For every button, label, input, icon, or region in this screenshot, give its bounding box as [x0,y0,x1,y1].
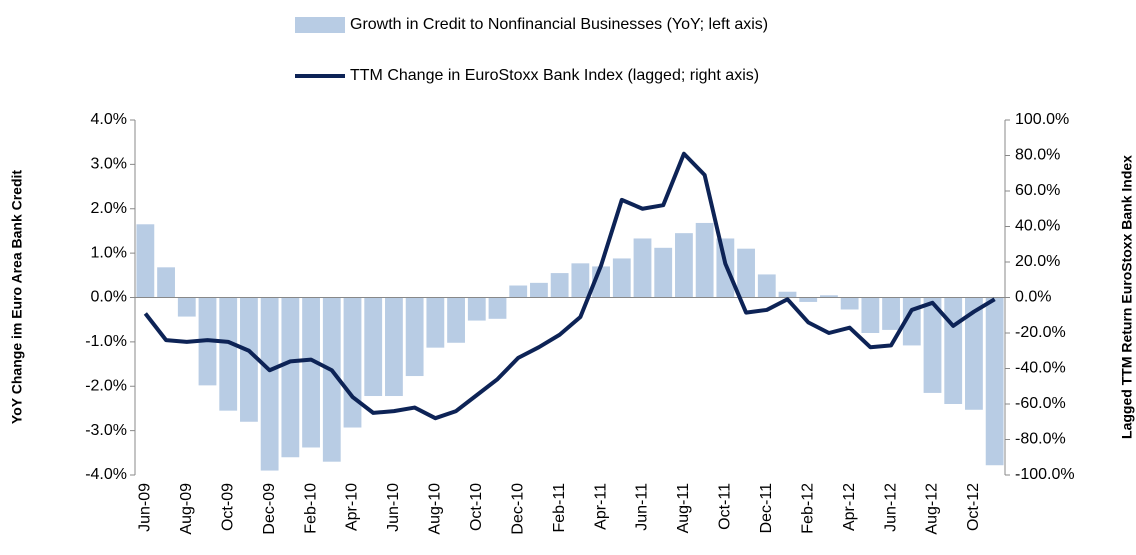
bar [861,297,880,333]
y-tick-label: 0.0% [91,289,127,306]
x-tick-label: Jun-09 [137,483,154,532]
y-tick-label: -3.0% [85,422,127,439]
bar [177,297,196,317]
y-tick-label: 4.0% [91,111,127,128]
bar [240,297,258,422]
line [143,151,996,421]
x-tick-label: Aug-09 [178,483,195,535]
y2-tick-label: -20.0% [1015,324,1066,341]
x-tick-label: Dec-11 [758,483,775,533]
bar [550,273,569,298]
bar [509,285,528,298]
bar [695,222,714,298]
bar [820,295,838,298]
x-tick-label: Feb-10 [302,483,319,534]
bar [944,297,963,404]
x-tick-label: Dec-10 [509,483,526,535]
x-tick-label: Apr-10 [344,483,361,531]
legend-swatch [295,17,345,33]
bar [840,297,859,310]
bar [467,297,486,321]
x-tick-label: Oct-11 [717,483,734,530]
bar [260,297,279,471]
bar [923,297,942,393]
y-axis-title: YoY Change im Euro Area Bank Credit [9,170,25,424]
bar [364,297,383,397]
bar [612,258,631,298]
y2-tick-label: 40.0% [1015,218,1060,235]
y2-tick-label: 0.0% [1015,289,1051,306]
x-tick-label: Feb-11 [551,483,568,533]
bar [737,248,755,298]
bar [654,247,673,298]
y2-tick-label: 60.0% [1015,182,1060,199]
bar [343,297,362,428]
legend-label: Growth in Credit to Nonfinancial Busines… [350,16,768,33]
x-tick-label: Oct-09 [219,483,236,531]
bar [882,297,900,330]
bar [281,297,300,458]
bar [633,238,652,298]
y2-tick-label: 100.0% [1015,111,1069,128]
bar [757,274,776,298]
y-tick-label: 1.0% [91,244,127,261]
x-tick-label: Oct-10 [468,483,485,531]
bar [405,297,424,377]
bar [799,297,818,302]
bar [778,291,797,298]
bar [675,233,693,298]
bar [219,297,238,411]
y-tick-label: -2.0% [85,377,127,394]
x-tick-label: Jun-12 [882,483,899,532]
bar [965,297,983,410]
x-tick-label: Jun-11 [634,483,651,531]
bar [530,282,548,298]
bar [302,297,320,448]
x-tick-label: Aug-12 [924,483,941,535]
x-tick-label: Apr-11 [592,483,609,530]
y2-tick-label: -40.0% [1015,360,1066,377]
bar [426,297,445,348]
x-tick-label: Dec-09 [261,483,278,535]
bar [447,297,465,343]
bar [136,224,155,298]
x-tick-label: Aug-11 [675,483,692,534]
y-tick-label: 2.0% [91,200,127,217]
x-tick-label: Apr-12 [841,483,858,531]
x-tick-label: Jun-10 [385,483,402,532]
y2-axis-title: Lagged TTM Return EuroStoxx Bank Index [1119,155,1135,439]
bar [385,297,403,397]
x-tick-label: Oct-12 [965,483,982,531]
bar [322,297,341,462]
legend-label: TTM Change in EuroStoxx Bank Index (lagg… [350,67,759,84]
y2-tick-label: -80.0% [1015,431,1066,448]
x-tick-label: Aug-10 [427,483,444,535]
bar [985,297,1004,466]
bar [157,267,175,298]
y-tick-label: -1.0% [85,333,127,350]
bar [488,297,507,319]
y2-tick-label: 20.0% [1015,253,1060,270]
y2-tick-label: 80.0% [1015,147,1060,164]
y2-tick-label: -60.0% [1015,395,1066,412]
y-tick-label: 3.0% [91,156,127,173]
bar [571,263,590,298]
y2-tick-label: -100.0% [1015,466,1075,483]
x-tick-label: Feb-12 [799,483,816,534]
y-tick-label: -4.0% [85,466,127,483]
